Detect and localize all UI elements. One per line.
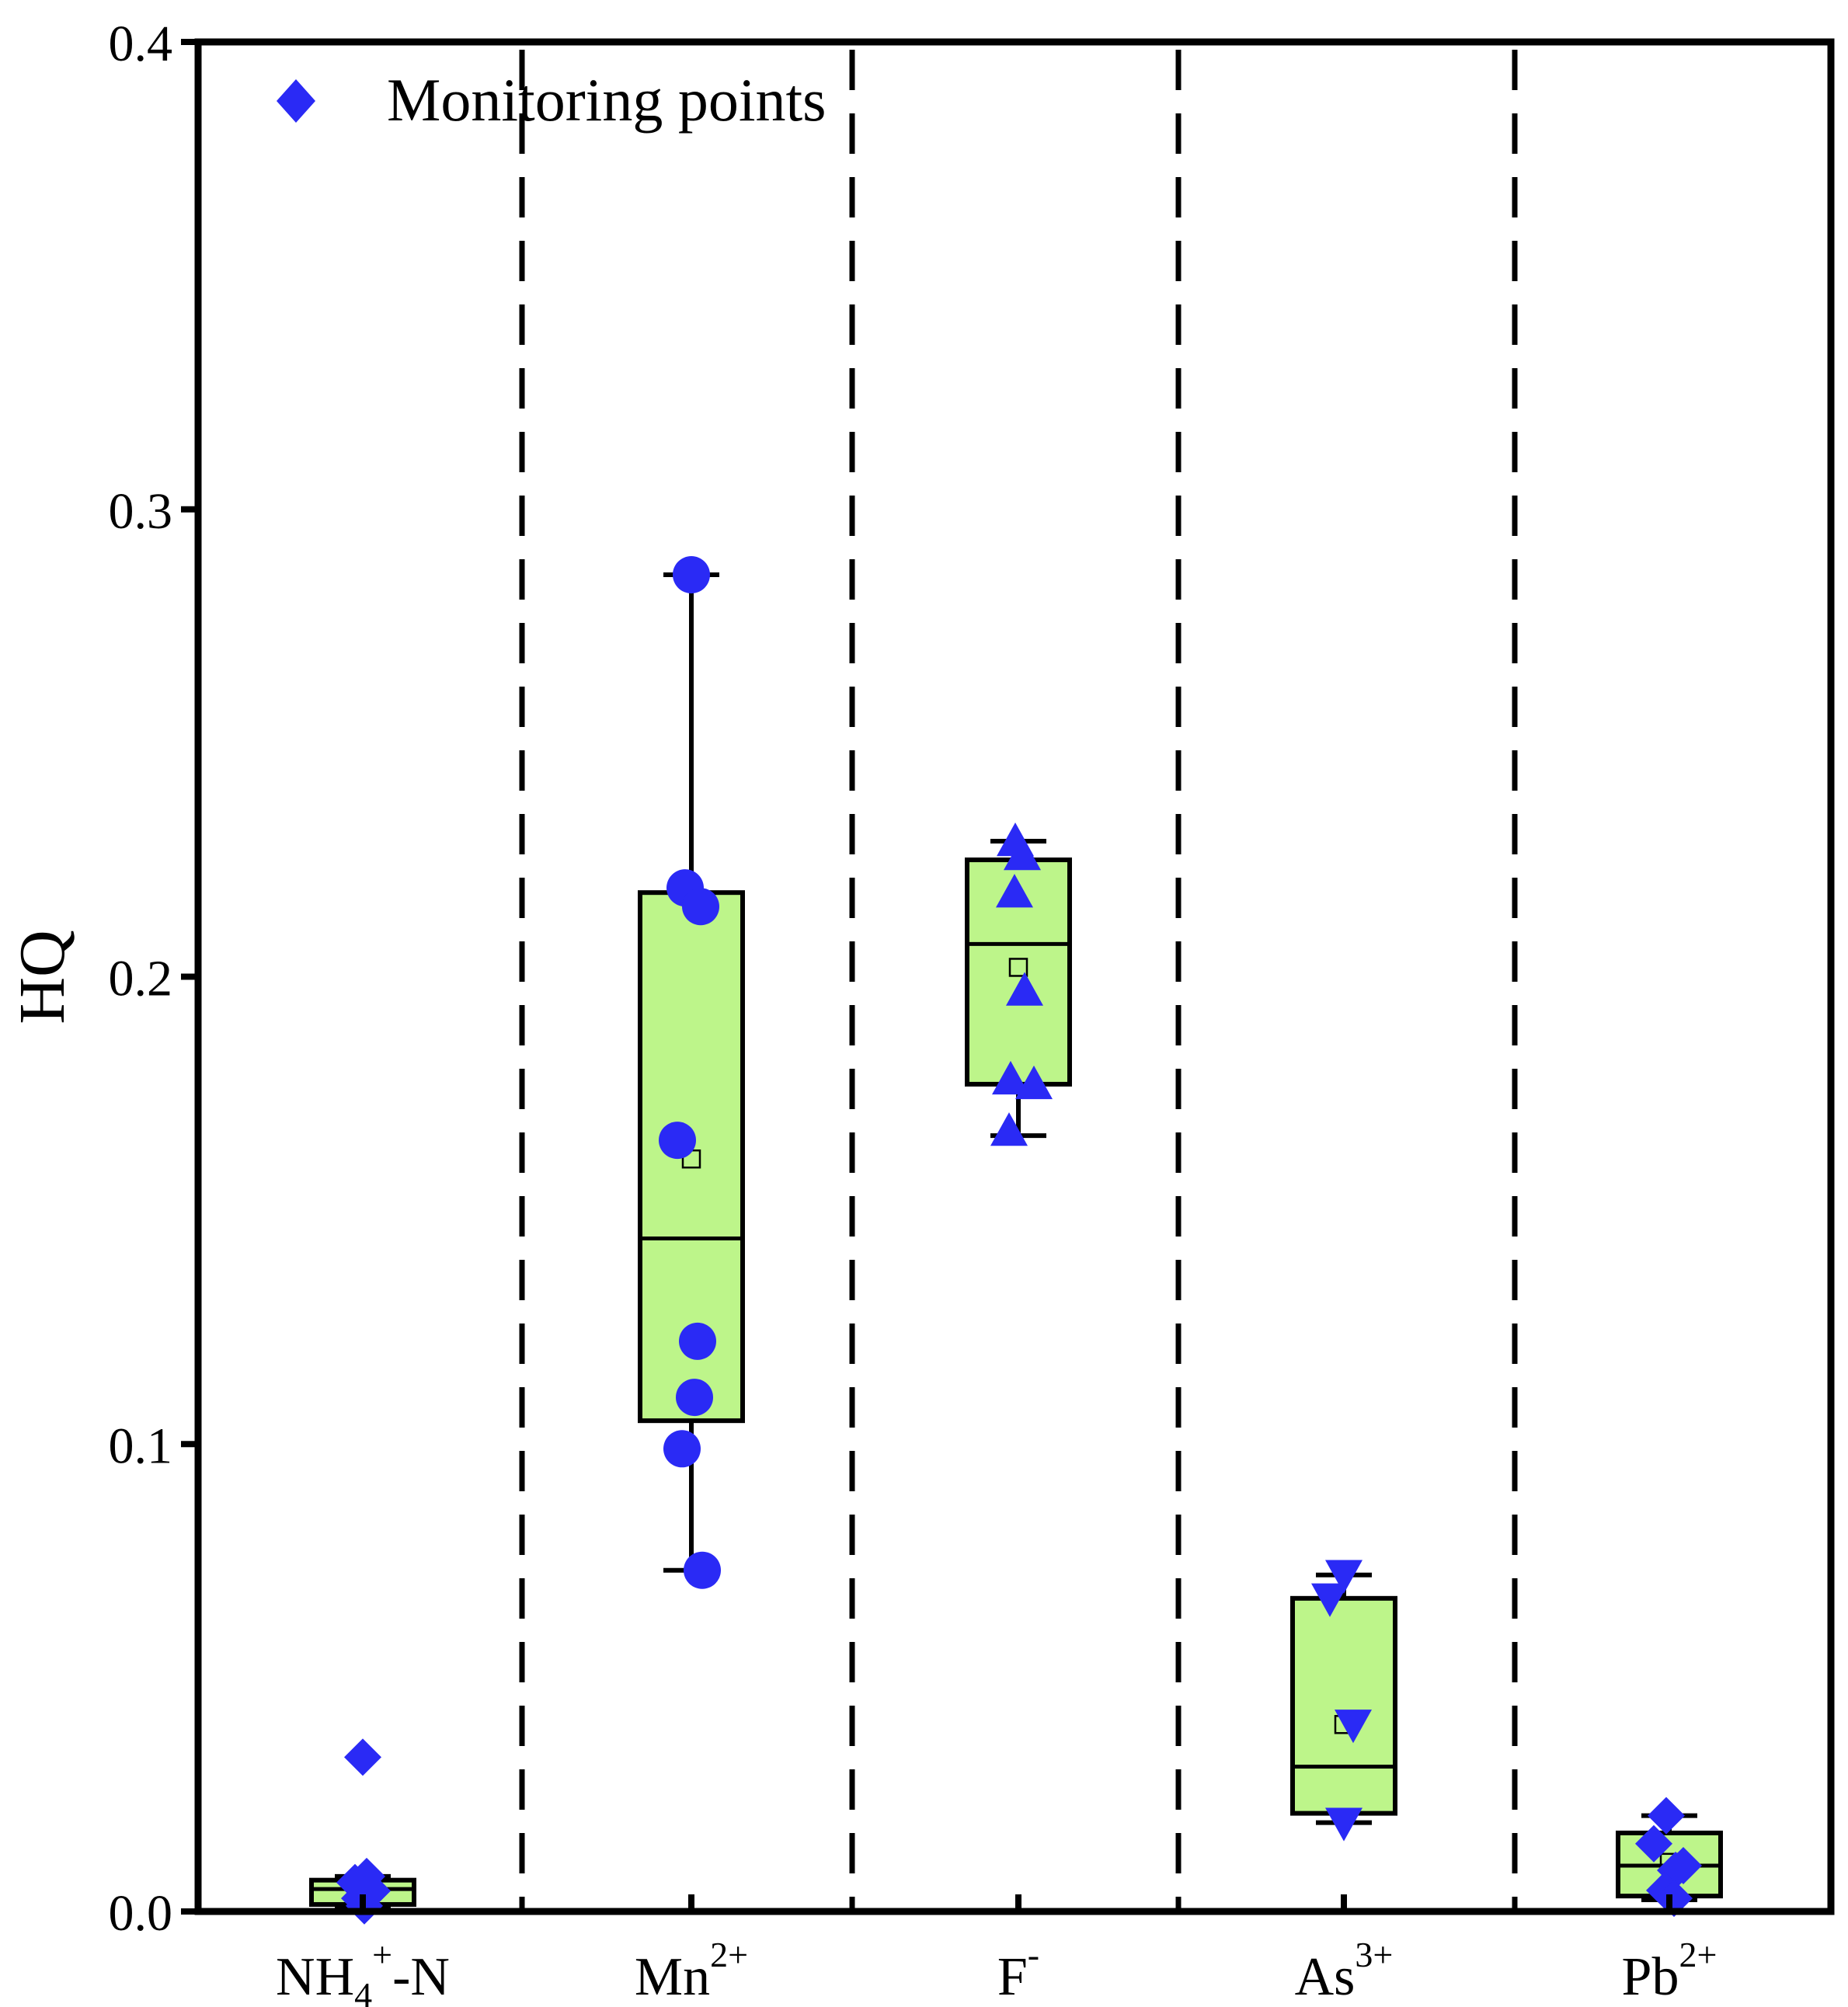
point-2-5 (679, 1322, 716, 1360)
point-5-2 (1635, 1824, 1672, 1863)
point-3-2 (1004, 837, 1041, 871)
point-4-4 (1325, 1807, 1363, 1842)
label-superscript: 2+ (1679, 1935, 1717, 1974)
label-superscript: 2+ (710, 1935, 748, 1974)
label-superscript: 3+ (1355, 1935, 1393, 1974)
category-dividers (519, 50, 1518, 1911)
legend-label: Monitoring points (387, 66, 827, 134)
point-2-8 (684, 1551, 721, 1589)
legend: Monitoring points (277, 66, 827, 134)
y-tick-label-0.0: 0.0 (109, 1885, 173, 1942)
point-2-6 (676, 1379, 713, 1417)
point-2-4 (659, 1122, 696, 1160)
point-2-3 (682, 888, 719, 926)
y-tick-label-0.1: 0.1 (109, 1417, 173, 1474)
label-suffix: -N (392, 1947, 450, 2007)
point-4-1 (1325, 1560, 1363, 1594)
mean-marker (1008, 958, 1028, 977)
point-3-5 (992, 1060, 1029, 1095)
point-5-6 (1655, 1880, 1693, 1918)
label-main: F (997, 1947, 1028, 2007)
x-tick-label-5: Pb2+ (1622, 1935, 1717, 2007)
label-subscript: 4 (354, 1975, 372, 2007)
point-2-7 (663, 1430, 701, 1468)
point-3-7 (990, 1112, 1028, 1146)
point-3-4 (1006, 972, 1043, 1006)
point-2-1 (673, 555, 710, 593)
point-1-1 (344, 1738, 381, 1776)
y-tick-label-0.3: 0.3 (109, 483, 173, 540)
x-tick-label-1: NH4+-N (276, 1935, 450, 2007)
point-3-3 (996, 874, 1033, 908)
box-4 (1290, 1572, 1397, 1825)
point-4-3 (1335, 1710, 1372, 1744)
label-main: Pb (1622, 1947, 1679, 2007)
label-main: As (1295, 1947, 1356, 2007)
y-tick-label-0.2: 0.2 (109, 951, 173, 1007)
label-superscript: + (372, 1935, 392, 1974)
y-axis: 0.0 0.1 0.2 0.3 0.4 (109, 16, 198, 1942)
label-main: NH (276, 1947, 354, 2007)
box-2 (638, 572, 745, 1573)
box-series (309, 572, 1723, 1911)
label-main: Mn (635, 1947, 710, 2007)
box-iqr (1290, 1595, 1397, 1816)
y-tick-label-0.4: 0.4 (109, 16, 173, 72)
label-superscript: - (1028, 1935, 1039, 1974)
point-5-1 (1648, 1797, 1685, 1835)
legend-diamond-marker (277, 79, 315, 123)
x-tick-label-4: As3+ (1295, 1935, 1394, 2007)
x-tick-label-3: F- (997, 1935, 1039, 2007)
x-axis: NH4+-N Mn2+ F- As3+ Pb2+ (276, 1894, 1717, 2007)
point-4-2 (1311, 1583, 1349, 1617)
monitoring-points-series (336, 555, 1702, 1925)
y-axis-title: HQ (6, 930, 78, 1024)
x-tick-label-2: Mn2+ (635, 1935, 748, 2007)
point-3-6 (1015, 1065, 1053, 1100)
